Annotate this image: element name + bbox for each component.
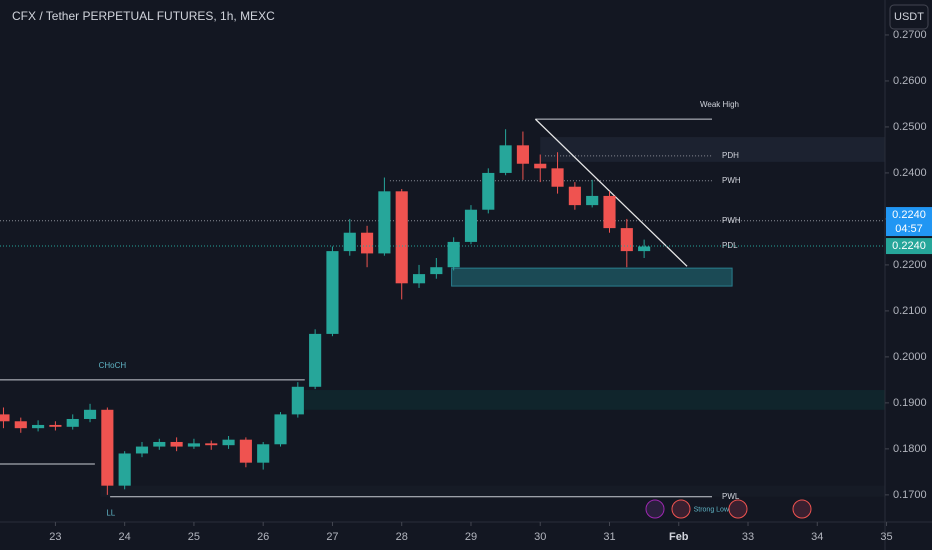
currency-label[interactable]: USDT [894, 11, 924, 23]
candle-body [638, 246, 651, 252]
y-tick-label: 0.1800 [893, 443, 927, 455]
event-icons [645, 499, 812, 519]
candle-body [49, 424, 62, 427]
y-tick-label: 0.2400 [893, 167, 927, 179]
candle-body [361, 232, 374, 254]
candle-body [516, 145, 529, 164]
y-tick-label: 0.1700 [893, 489, 927, 501]
candle-body [586, 195, 599, 206]
zone [540, 137, 885, 162]
event-icon[interactable] [645, 499, 665, 519]
level-label: Weak High [700, 100, 739, 109]
candle-body [274, 414, 287, 445]
last-price-label-2: 0.2240 [892, 209, 926, 221]
candle-body [343, 232, 356, 252]
candle-body [187, 443, 200, 447]
event-icon[interactable] [792, 499, 812, 519]
candle-body [222, 439, 235, 446]
candle-body [568, 186, 581, 206]
zone [294, 390, 885, 410]
level-label: PWH [722, 176, 741, 185]
level-label: PWL [722, 492, 740, 501]
x-tick-label: 28 [396, 531, 408, 543]
candle-body [482, 172, 495, 210]
candle-body [430, 267, 443, 275]
event-icon[interactable] [671, 499, 691, 519]
trend-line [534, 118, 688, 267]
candle-body [447, 241, 460, 268]
candle-body [534, 163, 547, 169]
last-price-label: 0.2240 [892, 240, 926, 252]
x-tick-label: 35 [880, 531, 892, 543]
x-tick-label: 25 [188, 531, 200, 543]
candle-body [326, 251, 339, 334]
candle-body [32, 424, 45, 429]
note: Strong Low [694, 506, 730, 513]
candle-body [101, 409, 114, 486]
candle-body [83, 409, 97, 419]
level-label: PDH [722, 151, 739, 160]
candle-body [309, 333, 322, 387]
x-tick-label: 29 [465, 531, 477, 543]
y-tick-label: 0.2000 [893, 351, 927, 363]
y-tick-label: 0.1900 [893, 397, 927, 409]
candle-body [239, 439, 252, 463]
candle-body [395, 191, 408, 284]
candle-body [499, 145, 512, 173]
x-tick-label: Feb [669, 531, 689, 543]
x-tick-label: 26 [257, 531, 269, 543]
zone [451, 267, 733, 287]
candle-body [620, 228, 633, 252]
x-tick-label: 23 [49, 531, 61, 543]
y-tick-label: 0.2700 [893, 29, 927, 41]
level-label: PWH [722, 216, 741, 225]
candle-body [170, 441, 183, 447]
level-label: CHoCH [99, 361, 127, 370]
x-tick-label: 34 [811, 531, 823, 543]
x-tick-label: 27 [326, 531, 338, 543]
countdown-box [886, 207, 932, 237]
candle-body [153, 441, 166, 447]
x-tick-label: 31 [603, 531, 615, 543]
candle-body [0, 414, 10, 422]
y-tick-label: 0.2200 [893, 259, 927, 271]
candle-body [135, 446, 149, 454]
candle-body [118, 453, 131, 486]
zone [100, 485, 885, 497]
candle-body [14, 421, 27, 429]
candle-body [603, 195, 616, 229]
level-label: PDL [722, 241, 738, 250]
candle-body [257, 444, 270, 463]
x-tick-label: 30 [534, 531, 546, 543]
candle-body [205, 443, 218, 446]
y-tick-label: 0.2100 [893, 305, 927, 317]
candle-body [66, 418, 79, 427]
last-price-box [886, 238, 932, 255]
note: LL [106, 508, 115, 517]
event-icon[interactable] [728, 499, 748, 519]
countdown: 04:57 [895, 223, 923, 235]
x-tick-label: 24 [119, 531, 131, 543]
candle-body [378, 191, 391, 254]
chart-title: CFX / Tether PERPETUAL FUTURES, 1h, MEXC [12, 9, 275, 23]
candle-body [464, 209, 478, 242]
y-tick-label: 0.2500 [893, 121, 927, 133]
candle-body [551, 168, 564, 187]
candle-body [412, 274, 426, 284]
currency-button[interactable] [889, 4, 929, 30]
y-tick-label: 0.2600 [893, 75, 927, 87]
plot-area: Weak High PDH PWH PWH PDL PWL CHoCH LL Strong Lo… [0, 100, 885, 517]
x-tick-label: 33 [742, 531, 754, 543]
candle-body [291, 386, 304, 415]
